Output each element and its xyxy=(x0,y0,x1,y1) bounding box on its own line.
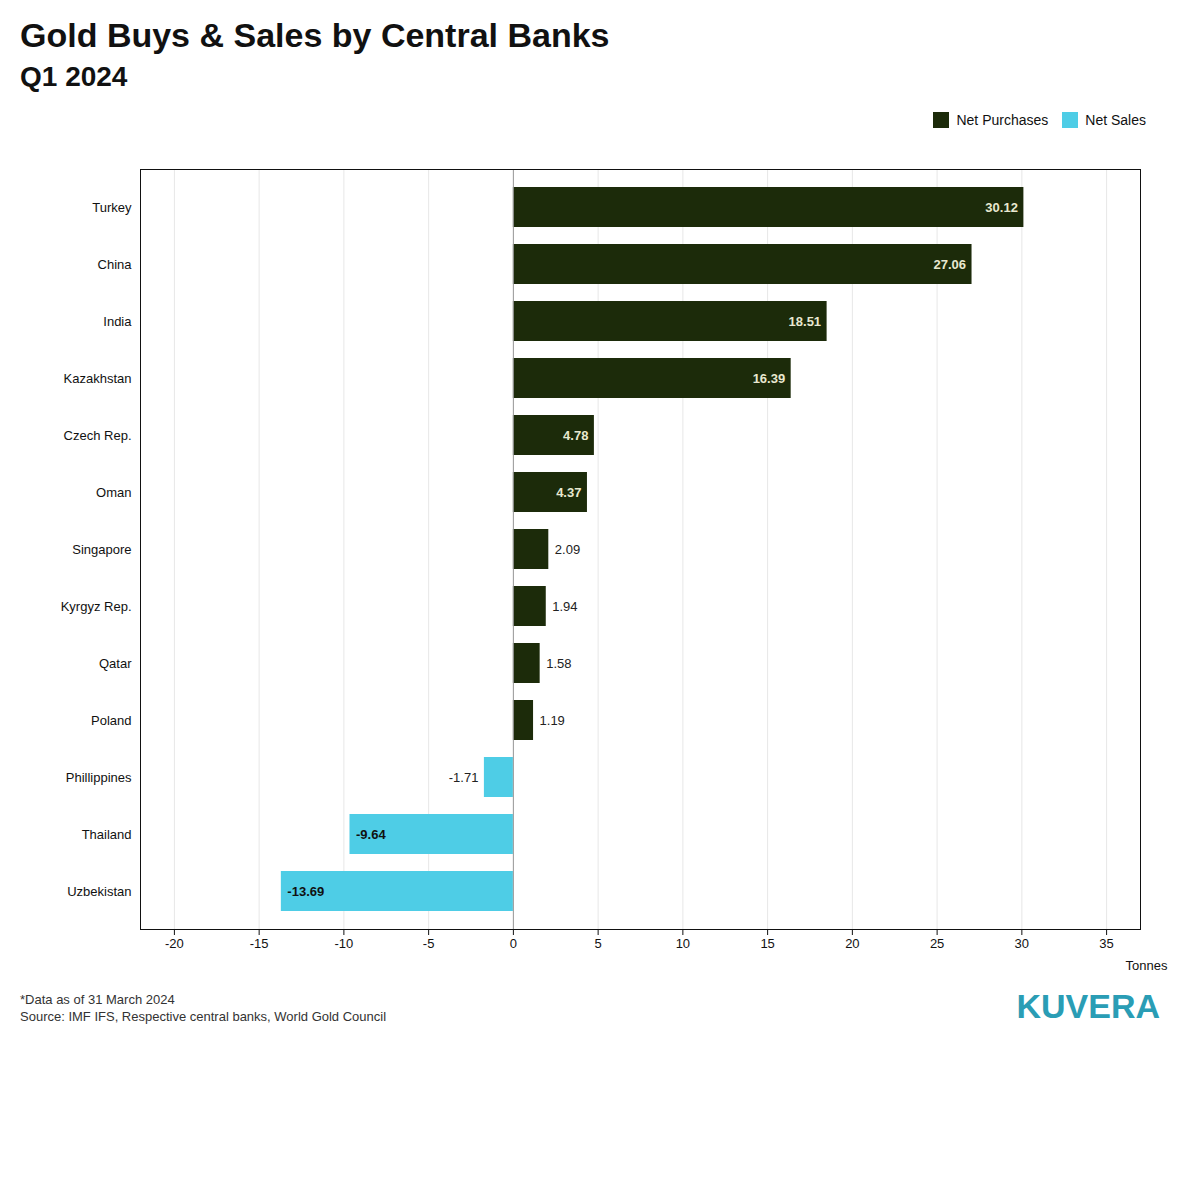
svg-text:18.51: 18.51 xyxy=(789,314,822,329)
html-text:Net Purchases: Net Purchases xyxy=(956,111,1049,128)
svg-text:30.12: 30.12 xyxy=(985,200,1018,215)
svg-text:2.09: 2.09 xyxy=(555,542,580,557)
svg-text:Poland: Poland xyxy=(91,713,131,728)
svg-text:-10: -10 xyxy=(334,936,353,951)
html-text:Q1 2024: Q1 2024 xyxy=(20,61,128,92)
svg-text:35: 35 xyxy=(1099,936,1113,951)
svg-text:Czech Rep.: Czech Rep. xyxy=(64,428,132,443)
svg-text:Oman: Oman xyxy=(96,485,131,500)
html-text:*Data as of 31 March 2024: *Data as of 31 March 2024 xyxy=(20,992,175,1007)
svg-text:Phillippines: Phillippines xyxy=(66,770,132,785)
svg-text:5: 5 xyxy=(595,936,602,951)
svg-text:-13.69: -13.69 xyxy=(287,884,324,899)
svg-text:Thailand: Thailand xyxy=(82,827,132,842)
svg-text:China: China xyxy=(98,257,133,272)
svg-text:Turkey: Turkey xyxy=(92,200,132,215)
svg-text:10: 10 xyxy=(676,936,690,951)
svg-text:1.94: 1.94 xyxy=(552,599,577,614)
svg-text:4.37: 4.37 xyxy=(556,485,581,500)
svg-text:India: India xyxy=(103,314,132,329)
svg-text:Qatar: Qatar xyxy=(99,656,132,671)
svg-text:27.06: 27.06 xyxy=(933,257,966,272)
svg-text:-15: -15 xyxy=(250,936,269,951)
svg-text:0: 0 xyxy=(510,936,517,951)
svg-text:4.78: 4.78 xyxy=(563,428,588,443)
svg-text:Singapore: Singapore xyxy=(72,542,131,557)
html-text:Gold Buys & Sales by Central B: Gold Buys & Sales by Central Banks xyxy=(20,16,610,54)
svg-text:-20: -20 xyxy=(165,936,184,951)
svg-text:-1.71: -1.71 xyxy=(449,770,479,785)
svg-text:1.58: 1.58 xyxy=(546,656,571,671)
html-text:Net Sales: Net Sales xyxy=(1085,111,1146,128)
svg-text:-5: -5 xyxy=(423,936,435,951)
svg-text:Uzbekistan: Uzbekistan xyxy=(67,884,131,899)
svg-text:15: 15 xyxy=(760,936,774,951)
svg-text:1.19: 1.19 xyxy=(540,713,565,728)
html-text:Source: IMF IFS, Respective ce: Source: IMF IFS, Respective central bank… xyxy=(20,1009,387,1024)
svg-text:20: 20 xyxy=(845,936,859,951)
svg-text:Kyrgyz Rep.: Kyrgyz Rep. xyxy=(61,599,132,614)
svg-text:Tonnes: Tonnes xyxy=(1126,958,1168,973)
svg-text:-9.64: -9.64 xyxy=(356,827,386,842)
svg-text:16.39: 16.39 xyxy=(753,371,786,386)
svg-text:Kazakhstan: Kazakhstan xyxy=(64,371,132,386)
svg-text:30: 30 xyxy=(1015,936,1029,951)
svg-text:25: 25 xyxy=(930,936,944,951)
html-text:KUVERA: KUVERA xyxy=(1016,987,1160,1025)
